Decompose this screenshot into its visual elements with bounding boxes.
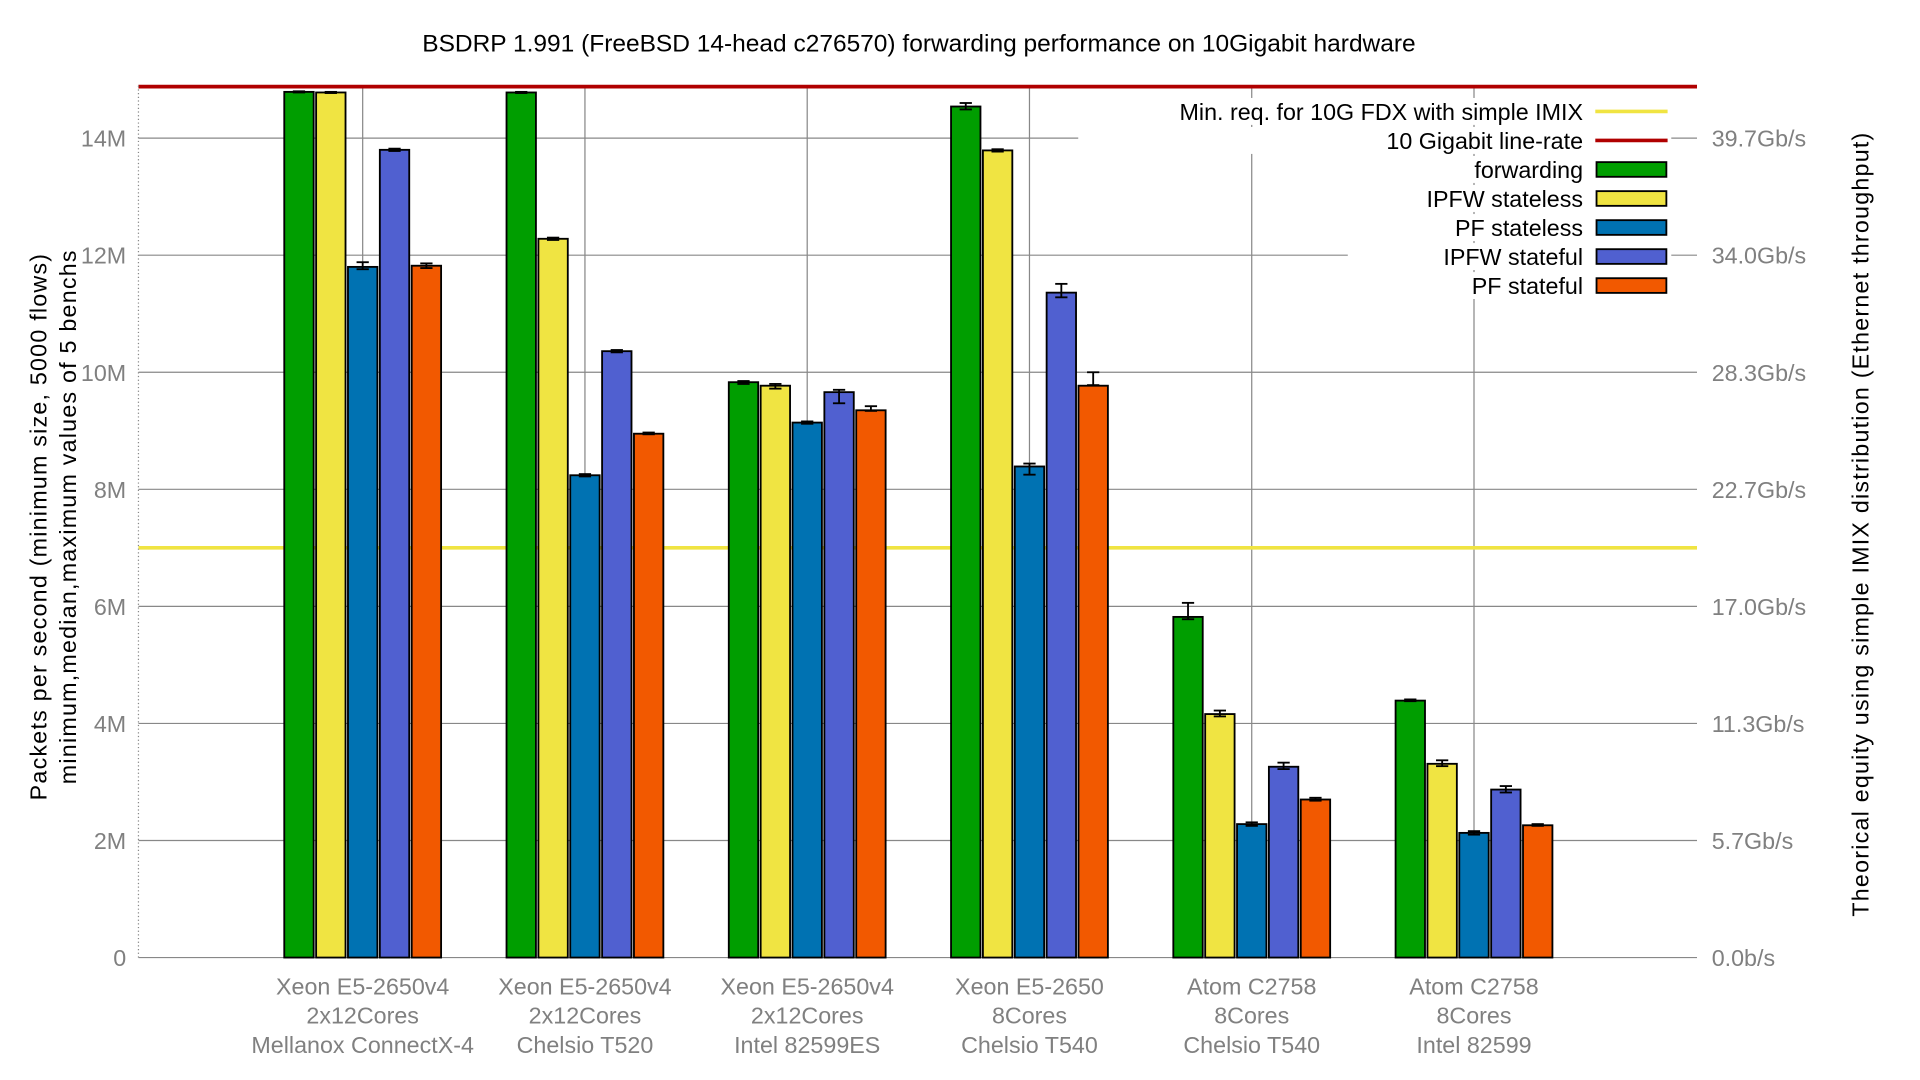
x-tick-label: 8Cores [1214,1003,1289,1029]
y2-tick-label: 5.7Gb/s [1712,828,1794,854]
x-tick-label: 8Cores [992,1003,1067,1029]
bar [759,384,791,959]
y2-tick-label: 34.0Gb/s [1712,243,1806,269]
legend-label: 10 Gigabit line-rate [1386,128,1583,154]
x-tick-label: Intel 82599ES [734,1032,880,1058]
bar [823,391,855,959]
bar [855,409,887,959]
bar [1426,762,1458,959]
x-tick-label: 2x12Cores [751,1003,864,1029]
y-axis-label-2: minimum,median,maximum values of 5 bench… [55,249,81,784]
y-tick-label: 4M [94,711,126,737]
y-axis-label: Packets per second (minimum size, 5000 f… [26,253,52,801]
x-tick-label: Chelsio T520 [517,1032,654,1058]
x-tick-label: 2x12Cores [529,1003,642,1029]
bar [505,91,537,959]
bar [537,237,569,959]
x-tick-label: 2x12Cores [306,1003,419,1029]
x-tick-label: Atom C2758 [1187,973,1316,999]
bar [601,350,633,959]
legend-bg [1078,97,1672,125]
y2-tick-label: 39.7Gb/s [1712,126,1806,152]
y2-axis-label: Theorical equity using simple IMIX distr… [1848,131,1874,916]
bar [1204,713,1236,959]
legend: Min. req. for 10G FDX with simple IMIX 10… [1078,97,1672,299]
bar [727,381,760,959]
y-tick-label: 6M [94,594,126,620]
bar [347,265,379,959]
x-tick-label: Intel 82599 [1416,1032,1531,1058]
bar [378,148,411,959]
y-tick-label: 10M [81,360,126,386]
y2-tick-label: 28.3Gb/s [1712,360,1806,386]
y-tick-label: 0 [113,945,126,971]
y2-tick-label: 22.7Gb/s [1712,477,1806,503]
legend-label: PF stateful [1472,273,1583,299]
bar [1045,291,1077,959]
bar [1394,699,1426,959]
bar [981,149,1014,959]
chart-title: BSDRP 1.991 (FreeBSD 14-head c276570) fo… [422,30,1415,57]
bar [1013,465,1046,959]
y-tick-label: 12M [81,243,126,269]
x-tick-label: Xeon E5-2650v4 [276,973,449,999]
bar [1267,765,1300,959]
bar [1522,824,1554,959]
x-tick-label: Xeon E5-2650 [955,973,1104,999]
y2-tick-label: 0.0b/s [1712,945,1775,971]
legend-swatch [1595,190,1668,207]
x-tick-label: 8Cores [1436,1003,1511,1029]
bar [950,105,982,959]
x-tick-label: Chelsio T540 [961,1032,1098,1058]
y2-tick-label: 17.0Gb/s [1712,594,1806,620]
legend-label: IPFW stateful [1443,244,1583,270]
legend-swatch [1595,248,1668,265]
axes: 0 0.0b/s 2M 5.7Gb/s 4M 11.3Gb/s 6M 17.0Gb/s 8M 22… [81,85,1806,1058]
x-tick-label: Atom C2758 [1409,973,1538,999]
legend-label: forwarding [1474,157,1583,183]
legend-swatch [1595,219,1668,236]
x-tick-label: Mellanox ConnectX-4 [251,1032,474,1058]
bar [1236,823,1268,959]
bar [1077,384,1109,959]
bar [791,421,823,959]
y-tick-label: 14M [81,126,126,152]
bar [1490,788,1522,959]
bars [283,90,1554,959]
bar [569,474,601,959]
x-tick-label: Xeon E5-2650v4 [721,973,894,999]
bar [1299,798,1332,959]
legend-swatch [1595,161,1668,178]
bar [1172,615,1204,959]
bar [315,91,347,959]
legend-label: PF stateless [1455,215,1583,241]
y-tick-label: 8M [94,477,126,503]
bar [410,264,443,959]
legend-bg [1078,126,1672,154]
legend-label: Min. req. for 10G FDX with simple IMIX [1180,99,1584,125]
bar [633,432,665,959]
y-tick-label: 2M [94,828,126,854]
legend-swatch [1595,277,1668,294]
bar [283,90,315,959]
y2-tick-label: 11.3Gb/s [1712,711,1805,737]
bar [1458,831,1490,959]
legend-label: IPFW stateless [1427,186,1583,212]
x-tick-label: Xeon E5-2650v4 [498,973,671,999]
x-tick-label: Chelsio T540 [1183,1032,1320,1058]
